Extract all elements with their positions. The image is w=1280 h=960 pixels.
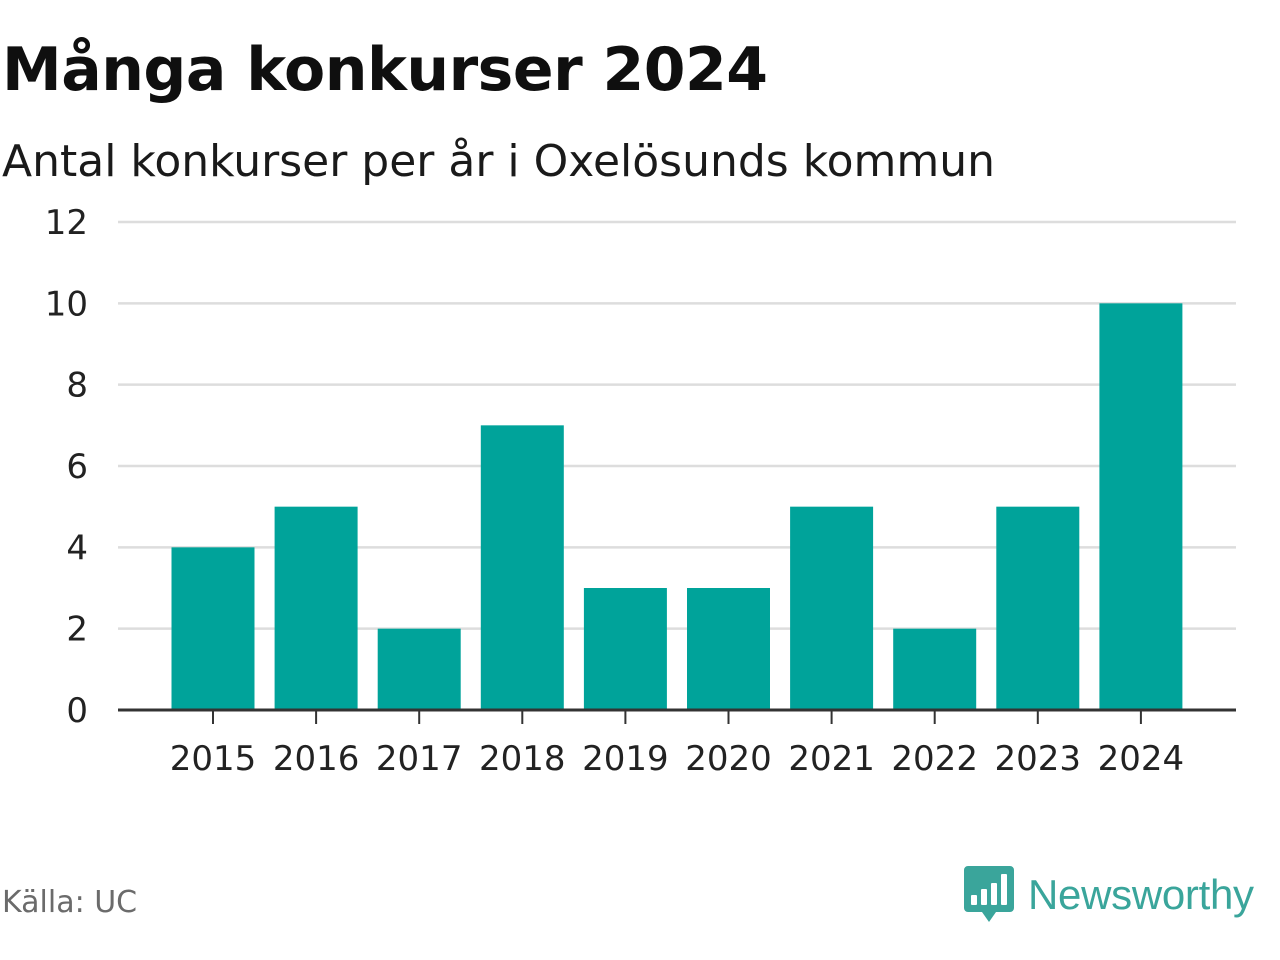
x-tick-label-2022: 2022: [891, 739, 978, 779]
y-tick-label-2: 2: [66, 610, 88, 650]
bar-2019: [583, 588, 667, 710]
x-tick-label-2017: 2017: [376, 739, 463, 779]
bar-chart-speech-bubble-icon: [964, 866, 1014, 922]
brand-name: Newsworthy: [1028, 871, 1254, 918]
x-tick-labels: 2015 2016 2017 2018 2019 2020 2021 2022 2023 2024: [170, 739, 1184, 779]
brand-logo: Newsworthy: [962, 864, 1254, 926]
bar-2021: [790, 506, 874, 710]
source-note: Källa: UC: [2, 885, 138, 920]
y-tick-label-8: 8: [66, 366, 88, 406]
chart-subtitle: Antal konkurser per år i Oxelösunds komm…: [2, 136, 996, 187]
y-tick-label-0: 0: [66, 691, 88, 731]
x-axis: [118, 708, 1236, 724]
x-tick-label-2019: 2019: [582, 739, 669, 779]
x-tick-label-2023: 2023: [995, 739, 1082, 779]
y-tick-label-10: 10: [45, 284, 88, 324]
bar-2022: [893, 628, 977, 710]
bar-2020: [687, 588, 770, 710]
bar-2024: [1099, 303, 1183, 710]
chart-title: Många konkurser 2024: [2, 35, 768, 105]
y-tick-label-12: 12: [45, 203, 88, 243]
bar-2023: [996, 506, 1080, 710]
bar-2018: [480, 425, 564, 710]
x-tick-label-2016: 2016: [273, 739, 360, 779]
x-tick-label-2020: 2020: [685, 739, 772, 779]
x-tick-label-2024: 2024: [1098, 739, 1185, 779]
x-tick-label-2015: 2015: [170, 739, 257, 779]
bar-2016: [274, 506, 358, 710]
y-tick-labels: 0 2 4 6 8 10 12: [45, 203, 88, 731]
y-tick-label-4: 4: [66, 528, 88, 568]
bar-2017: [377, 628, 461, 710]
y-tick-label-6: 6: [66, 447, 88, 487]
x-tick-label-2018: 2018: [479, 739, 566, 779]
x-tick-label-2021: 2021: [788, 739, 875, 779]
bars: [171, 303, 1183, 710]
bar-2015: [171, 547, 255, 710]
